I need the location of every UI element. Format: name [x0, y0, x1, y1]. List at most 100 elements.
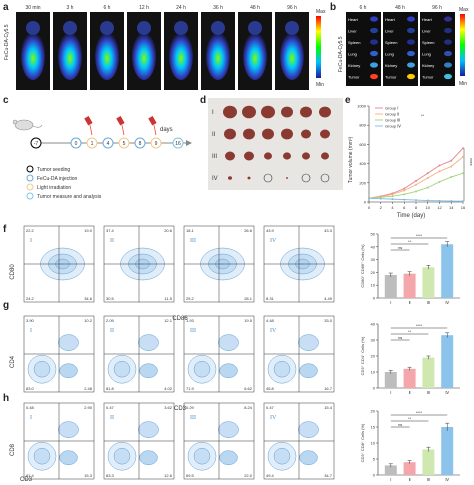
tumor: [302, 152, 310, 160]
timeline-node-4: [118, 137, 130, 149]
panel-letter-f: f: [3, 224, 7, 235]
flow-plot-f-2: III 18.1 26.6 25.2 28.1: [183, 225, 255, 303]
quadrant-value: 18.1: [186, 228, 195, 233]
days-label: days: [160, 127, 173, 133]
tumor: [228, 176, 232, 180]
quadrant-value: 0.29: [186, 405, 195, 410]
quadrant-value: 69.5: [186, 473, 195, 478]
bar-category: Ⅱ: [409, 300, 411, 305]
sig-label: ****: [416, 233, 423, 238]
series-point: [450, 159, 453, 162]
bar-y-tick: 10: [371, 283, 376, 288]
series-point: [438, 199, 441, 202]
quadrant-value: 45.8: [266, 386, 275, 391]
organ-image-0: 6 h Heart Liver Spleen Lung Kidney Tumor: [346, 5, 381, 86]
bar-3: [441, 427, 454, 475]
legend-entry-2: Group Ⅲ: [385, 118, 400, 123]
organ-label: Heart: [348, 17, 359, 22]
series-point: [403, 193, 406, 196]
growth-chart-axes: 0 200 400 600 800 1000 0 2 4 6 8 10 12 14 16: [357, 104, 466, 211]
tumor: [225, 151, 235, 161]
sig-label: **: [408, 239, 412, 244]
flow-group-label: III: [190, 238, 196, 244]
quadrant-value: 0.47: [106, 405, 115, 410]
flow-h-ylabel: CD8: [10, 443, 16, 456]
sig-label: ns: [398, 245, 402, 250]
organ-timepoint-1: 48 h: [395, 5, 405, 11]
bar-1: [403, 462, 416, 475]
growth-chart-sig-small: **: [421, 113, 425, 118]
quadrant-value: 22.2: [26, 228, 35, 233]
quadrant-value: 19.0: [84, 228, 93, 233]
flow-plot-f-1: II 37.4 20.6 30.5 11.5: [103, 225, 175, 303]
flow-group-label: II: [110, 238, 114, 244]
flow-row-g: I 3.90 10.2 83.0 2.48 II 2.09 12.1 81.8 4.02 III 1.…: [23, 315, 335, 393]
panel-letter-d: d: [200, 95, 207, 106]
quadrant-value: 83.3: [106, 473, 115, 478]
bar-ylabel: CD3⁺ CD8⁺ Cells (%): [360, 423, 365, 462]
tumor: [247, 176, 251, 180]
tumor: [224, 128, 236, 140]
timeline-node-0: [30, 137, 42, 149]
quadrant-value: 43.3: [324, 228, 333, 233]
organ-label: Spleen: [422, 40, 434, 45]
flow-f-ylabel: CD80: [10, 264, 16, 280]
bar-3: [441, 244, 454, 298]
quadrant-value: 11.5: [165, 296, 173, 301]
x-tick-label: 6: [403, 205, 406, 210]
series-point: [415, 190, 417, 193]
flow-f-xlabel: CD86: [172, 316, 188, 322]
flow-group-label: III: [190, 328, 196, 334]
panel-b-organs: FeCu-DA-Cy5.5 6 h Heart Liver Spleen Lung Kid…: [338, 5, 469, 87]
quadrant-value: 30.5: [106, 296, 115, 301]
series-point: [415, 183, 417, 186]
series-point: [391, 193, 394, 196]
bar-ylabel: CD3⁺ CD4⁺ Cells (%): [360, 336, 365, 375]
panel-letter-h: h: [3, 393, 10, 404]
series-point: [403, 189, 406, 192]
legend-light-irradiation: Light irradiation: [37, 185, 71, 191]
quadrant-value: 12.6: [164, 473, 173, 478]
bar-ylabel: CD80⁺ CD86⁺ Cells (%): [360, 244, 365, 288]
bar-category: Ⅰ: [390, 390, 391, 395]
panel-a-imaging: FeCu-DA-Cy5.5 30 min 3 h 6 h 12 h 24 h 36 h 48…: [4, 5, 326, 90]
timepoint-label-2: 6 h: [104, 5, 111, 11]
series-point: [368, 197, 370, 200]
tumor: [320, 129, 330, 139]
panel-letter-a: a: [3, 2, 9, 13]
bar-y-tick: 30: [371, 257, 376, 262]
series-point: [379, 197, 382, 200]
mouse-image-6: 48 h: [238, 5, 272, 90]
bar-y-tick: 10: [371, 441, 376, 446]
flow-g-xlabel: CD3: [174, 406, 187, 412]
bar-category: Ⅳ: [445, 390, 449, 395]
timeline-arrow: [186, 140, 192, 146]
bar-y-tick: 20: [371, 354, 376, 359]
bar-2: [422, 449, 435, 475]
tumor-empty: [263, 173, 273, 183]
quadrant-value: 71.9: [186, 386, 195, 391]
bar-y-tick: 10: [371, 370, 376, 375]
tumor-group-label-1: II: [212, 132, 216, 138]
organ-timepoint-2: 96 h: [432, 5, 442, 11]
bar-y-tick: 30: [371, 338, 376, 343]
bar-y-tick: 20: [371, 270, 376, 275]
organ-label: Lung: [422, 52, 431, 57]
quadrant-value: 28.1: [244, 296, 253, 301]
sig-label: **: [408, 329, 412, 334]
timeline-node-7: [172, 137, 184, 149]
timepoint-label-1: 3 h: [67, 5, 74, 11]
growth-chart-significance: ****: [466, 158, 472, 166]
mouse-image-1: 3 h: [53, 5, 87, 90]
bar-category: Ⅰ: [390, 477, 391, 482]
panel-a-ylabel: FeCu-DA-Cy5.5: [4, 24, 10, 60]
tumor: [244, 151, 254, 161]
series-point: [450, 200, 453, 203]
bar-category: Ⅱ: [409, 477, 411, 482]
flow-group-label: IV: [270, 238, 277, 244]
quadrant-value: 4.48: [266, 318, 275, 323]
